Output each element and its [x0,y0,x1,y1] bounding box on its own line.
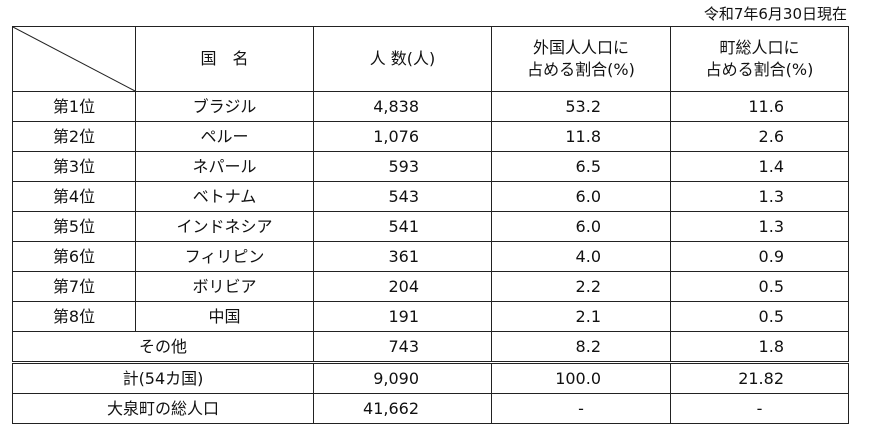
town-share-cell: 1.3 [670,181,849,212]
others-row: その他 743 8.2 1.8 [12,331,849,363]
count-cell: 191 [313,301,492,332]
table-row: 第6位 フィリピン 361 4.0 0.9 [12,241,849,272]
town-share-cell: 1.4 [670,151,849,182]
foreign-population-table: 国 名 人 数(人) 外国人人口に 占める割合(%) 町総人口に 占める割合(%… [12,26,849,424]
count-cell: 593 [313,151,492,182]
rank-cell: 第1位 [12,91,136,122]
country-cell: フィリピン [135,241,314,272]
town-share-cell: 0.5 [670,301,849,332]
country-cell: ベトナム [135,181,314,212]
town-share-cell: 0.5 [670,271,849,302]
country-cell: ネパール [135,151,314,182]
count-cell: 204 [313,271,492,302]
count-cell: 543 [313,181,492,212]
table-row: 第4位 ベトナム 543 6.0 1.3 [12,181,849,212]
foreign-share-cell: 11.8 [491,121,671,152]
count-cell: 1,076 [313,121,492,152]
country-cell: ブラジル [135,91,314,122]
header-diagonal-cell [12,26,136,92]
header-count: 人 数(人) [313,26,492,92]
foreign-share-cell: 2.1 [491,301,671,332]
table-row: 第8位 中国 191 2.1 0.5 [12,301,849,332]
table-row: 第3位 ネパール 593 6.5 1.4 [12,151,849,182]
country-cell: ボリビア [135,271,314,302]
town-total-count: 41,662 [313,393,492,424]
header-foreign-share: 外国人人口に 占める割合(%) [491,26,671,92]
table-row: 第5位 インドネシア 541 6.0 1.3 [12,211,849,242]
header-town-share: 町総人口に 占める割合(%) [670,26,849,92]
others-label: その他 [12,331,314,363]
table-row: 第7位 ボリビア 204 2.2 0.5 [12,271,849,302]
town-share-cell: 1.3 [670,211,849,242]
foreign-share-cell: 6.0 [491,211,671,242]
total-town-share: 21.82 [670,361,849,394]
rank-cell: 第6位 [12,241,136,272]
town-total-town-share: - [670,393,849,424]
rank-cell: 第2位 [12,121,136,152]
rank-cell: 第4位 [12,181,136,212]
town-share-cell: 0.9 [670,241,849,272]
date-note: 令和7年6月30日現在 [703,5,847,23]
foreign-share-cell: 53.2 [491,91,671,122]
town-total-foreign-share: - [491,393,671,424]
foreign-share-cell: 2.2 [491,271,671,302]
others-foreign-share: 8.2 [491,331,671,363]
rank-cell: 第3位 [12,151,136,182]
total-foreign-share: 100.0 [491,361,671,394]
town-total-row: 大泉町の総人口 41,662 - - [12,393,849,424]
count-cell: 541 [313,211,492,242]
diagonal-line [13,27,135,91]
count-cell: 4,838 [313,91,492,122]
rank-cell: 第7位 [12,271,136,302]
country-cell: インドネシア [135,211,314,242]
header-row: 国 名 人 数(人) 外国人人口に 占める割合(%) 町総人口に 占める割合(%… [12,26,849,92]
total-label: 計(54カ国) [12,361,314,394]
town-share-cell: 2.6 [670,121,849,152]
foreign-share-cell: 6.5 [491,151,671,182]
others-town-share: 1.8 [670,331,849,363]
rank-cell: 第8位 [12,301,136,332]
total-count: 9,090 [313,361,492,394]
table-row: 第1位 ブラジル 4,838 53.2 11.6 [12,91,849,122]
foreign-share-cell: 4.0 [491,241,671,272]
others-count: 743 [313,331,492,363]
town-share-cell: 11.6 [670,91,849,122]
count-cell: 361 [313,241,492,272]
country-cell: ペルー [135,121,314,152]
table-row: 第2位 ペルー 1,076 11.8 2.6 [12,121,849,152]
rank-cell: 第5位 [12,211,136,242]
foreign-share-cell: 6.0 [491,181,671,212]
town-total-label: 大泉町の総人口 [12,393,314,424]
total-row: 計(54カ国) 9,090 100.0 21.82 [12,361,849,394]
country-cell: 中国 [135,301,314,332]
header-country: 国 名 [135,26,314,92]
